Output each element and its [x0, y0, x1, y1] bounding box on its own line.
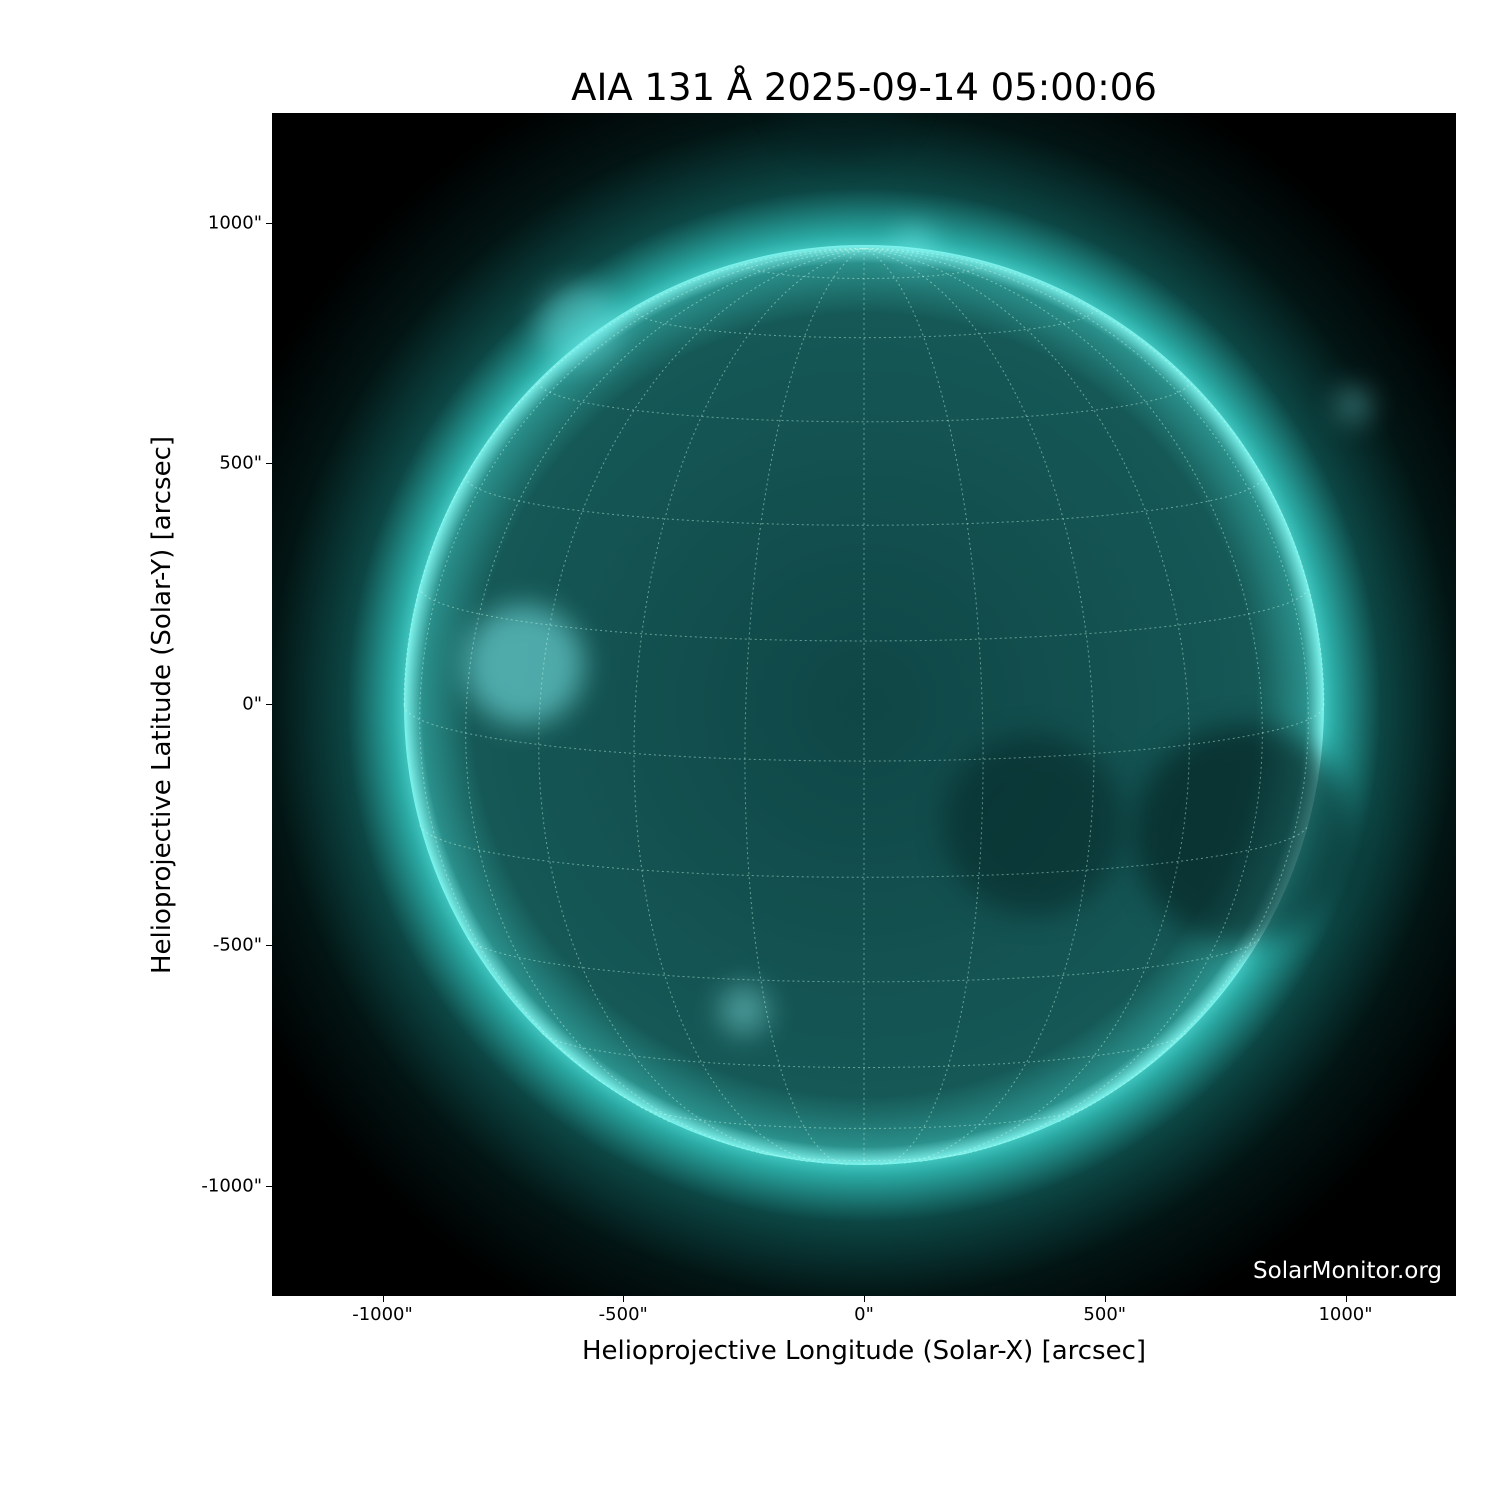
solar-feature — [464, 605, 584, 725]
grid-line — [744, 247, 865, 1166]
y-tick-label: 0" — [242, 693, 262, 715]
y-tick — [266, 704, 272, 705]
solar-disk — [404, 245, 1324, 1165]
grid-line — [419, 824, 1309, 878]
y-tick — [266, 944, 272, 946]
x-tick — [1345, 1296, 1347, 1302]
grid-line — [465, 247, 865, 1156]
x-tick-label: 1000" — [1318, 1304, 1373, 1325]
solar-feature — [1134, 725, 1354, 945]
solar-image: SolarMonitor.org — [104, 0, 1500, 1465]
grid-line — [467, 938, 1261, 983]
y-tick-label: -500" — [212, 934, 262, 956]
solar-feature — [894, 225, 934, 265]
x-axis-label: Helioprojective Longitude (Solar-X) [arc… — [581, 1336, 1147, 1366]
grid-line — [640, 1106, 1088, 1129]
solar-feature — [539, 285, 619, 365]
x-tick — [623, 1296, 625, 1302]
sun-image-svg — [104, 0, 1500, 1465]
grid-line — [863, 247, 1263, 1156]
watermark: SolarMonitor.org — [1253, 1258, 1442, 1284]
grid-line — [538, 247, 865, 1162]
grid-line — [419, 586, 1309, 642]
grid-line — [403, 704, 1325, 762]
grid-line — [538, 382, 1190, 423]
y-tick-label: 1000" — [207, 212, 262, 233]
plot-title: AIA 131 Å 2025-09-14 05:00:06 — [571, 66, 1157, 109]
grid-line — [541, 1032, 1187, 1068]
x-tick — [1104, 1296, 1106, 1302]
solar-feature — [719, 985, 769, 1035]
solar-feature — [1336, 387, 1372, 423]
y-tick — [266, 222, 272, 224]
grid-line — [633, 247, 865, 1164]
x-tick-label: 0" — [854, 1304, 874, 1325]
x-tick-label: -1000" — [352, 1304, 413, 1325]
y-tick-label: -1000" — [201, 1175, 262, 1196]
y-tick-label: 500" — [219, 452, 262, 474]
x-tick-label: 500" — [1083, 1304, 1127, 1325]
grid-line — [863, 247, 984, 1166]
solar-feature — [944, 735, 1124, 915]
grid-line — [744, 263, 984, 279]
grid-line — [633, 309, 1095, 339]
y-tick — [266, 1185, 272, 1187]
grid-line — [465, 476, 1263, 526]
y-axis-label: Helioprojective Latitude (Solar-Y) [arcs… — [147, 435, 177, 975]
x-tick-label: -500" — [598, 1304, 648, 1325]
grid-line — [863, 247, 1095, 1164]
y-tick — [266, 463, 272, 465]
grid-line — [863, 247, 1190, 1162]
x-tick — [864, 1296, 865, 1302]
x-tick — [382, 1296, 384, 1302]
grid-line — [758, 1152, 970, 1161]
